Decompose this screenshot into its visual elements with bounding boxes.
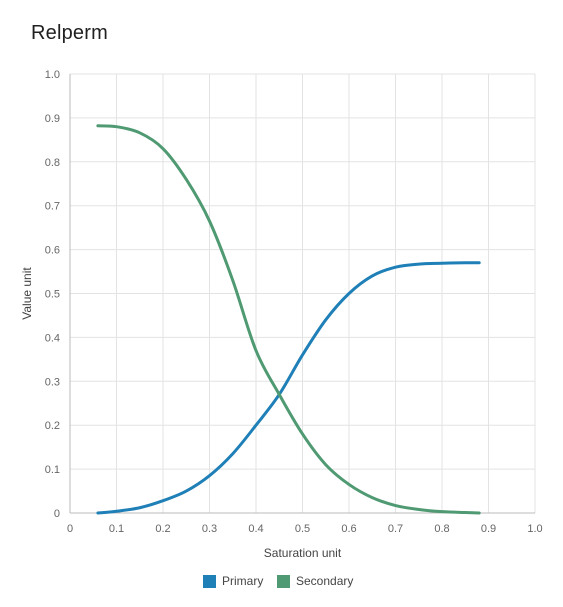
x-tick-label: 0.1 <box>109 523 124 535</box>
x-tick-label: 0.7 <box>388 523 403 535</box>
y-axis-title: Value unit <box>20 267 34 320</box>
y-tick-label: 0.2 <box>45 420 60 432</box>
y-tick-label: 1.0 <box>45 69 60 81</box>
y-tick-label: 0.3 <box>45 376 60 388</box>
y-tick-label: 0.5 <box>45 289 60 301</box>
y-tick-label: 0.9 <box>45 113 60 125</box>
legend-item-secondary[interactable]: Secondary <box>277 574 353 588</box>
x-tick-label: 0 <box>67 523 73 535</box>
series-lines <box>96 124 481 515</box>
x-tick-label: 0.5 <box>295 523 310 535</box>
legend-swatch <box>203 575 216 588</box>
y-tick-labels: 0 0.1 0.2 0.3 0.4 0.5 0.6 0.7 0.8 0.9 1.0 <box>45 69 60 520</box>
x-axis-title: Saturation unit <box>264 546 342 560</box>
legend: Primary Secondary <box>203 574 353 588</box>
grid-lines <box>69 73 536 514</box>
x-tick-label: 0.6 <box>341 523 356 535</box>
legend-swatch <box>277 575 290 588</box>
x-tick-label: 0.8 <box>434 523 449 535</box>
legend-item-primary[interactable]: Primary <box>203 574 263 588</box>
y-tick-label: 0.1 <box>45 464 60 476</box>
y-tick-label: 0.8 <box>45 157 60 169</box>
y-tick-label: 0.6 <box>45 245 60 257</box>
y-tick-label: 0.7 <box>45 201 60 213</box>
y-tick-label: 0.4 <box>45 332 60 344</box>
x-tick-label: 0.3 <box>202 523 217 535</box>
x-tick-label: 0.2 <box>155 523 170 535</box>
x-tick-labels: 0 0.1 0.2 0.3 0.4 0.5 0.6 0.7 0.8 0.9 1.0 <box>67 523 543 535</box>
series-line-secondary <box>96 124 481 515</box>
y-tick-label: 0 <box>54 508 60 520</box>
chart-title: Relperm <box>31 22 108 44</box>
x-tick-label: 1.0 <box>527 523 542 535</box>
legend-label: Primary <box>222 574 263 588</box>
series-line-primary <box>96 261 481 515</box>
legend-label: Secondary <box>296 574 353 588</box>
x-tick-label: 0.4 <box>248 523 263 535</box>
x-tick-label: 0.9 <box>481 523 496 535</box>
